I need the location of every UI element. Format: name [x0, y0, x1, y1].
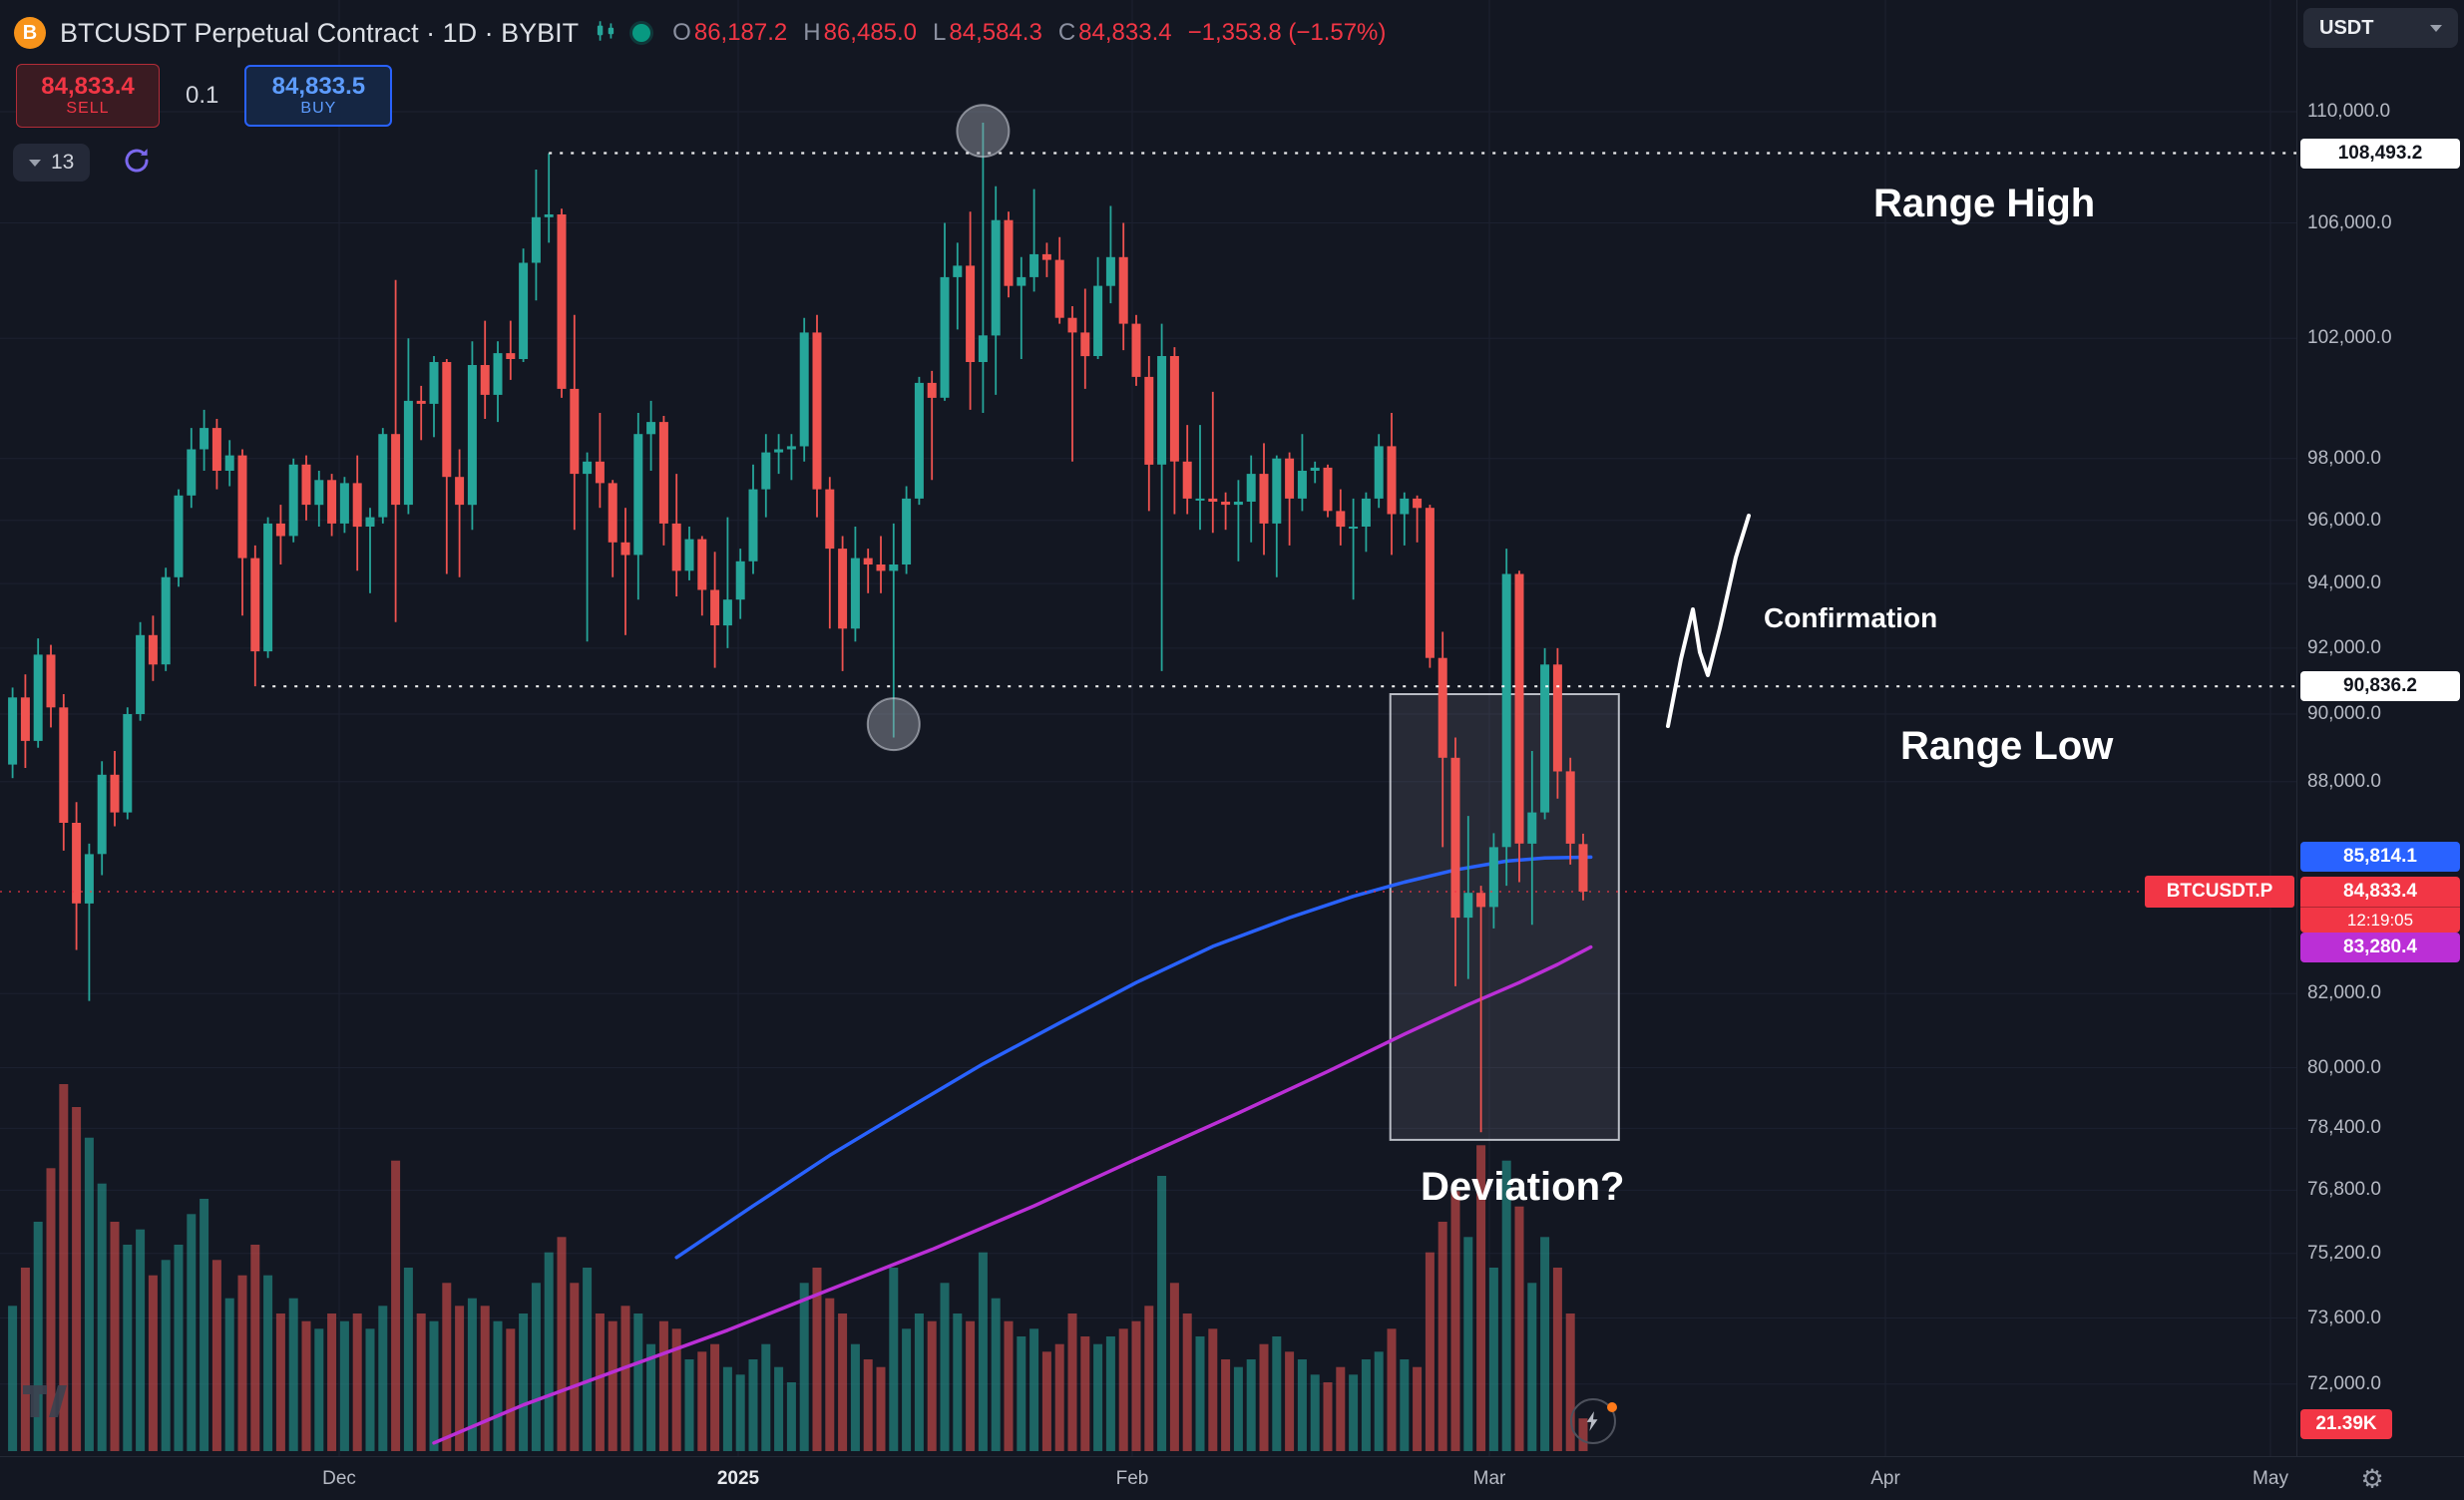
time-tick: Mar — [1472, 1467, 1506, 1489]
price-tick: 110,000.0 — [2307, 101, 2391, 122]
open-key: O — [672, 19, 691, 46]
market-status-icon — [632, 24, 651, 42]
candles-icon — [593, 18, 618, 49]
high-value: 86,485.0 — [823, 19, 918, 46]
trade-panel: 84,833.4 SELL 0.1 84,833.5 BUY — [16, 64, 393, 128]
price-tick: 98,000.0 — [2307, 447, 2381, 469]
bar-countdown-label: 12:19:05 — [2300, 907, 2460, 933]
price-axis[interactable]: USDT 110,000.0 106,000.0 102,000.0 98,000.0… — [2296, 0, 2464, 1456]
volume-value-label: 21.39K — [2300, 1409, 2392, 1439]
quick-trade-icon[interactable] — [1570, 1398, 1617, 1444]
chart-toolbar: 13 — [13, 144, 152, 182]
price-tick: 73,600.0 — [2307, 1307, 2381, 1328]
buy-button[interactable]: 84,833.5 BUY — [244, 65, 393, 127]
confirmation-annotation[interactable]: Confirmation — [1764, 602, 1938, 633]
time-tick: Apr — [1870, 1467, 1900, 1489]
change-value: −1,353.8 (−1.57%) — [1187, 19, 1387, 46]
symbol-legend: B BTCUSDT Perpetual Contract · 1D · BYBI… — [14, 10, 1386, 56]
range-low-annotation[interactable]: Range Low — [1900, 724, 2114, 768]
range-high-price-label: 108,493.2 — [2300, 138, 2460, 169]
range-high-annotation[interactable]: Range High — [1873, 182, 2096, 225]
interval-count: 13 — [51, 151, 75, 174]
open-value: 86,187.2 — [693, 19, 788, 46]
currency-dropdown[interactable]: USDT — [2303, 8, 2458, 48]
time-tick: Feb — [1115, 1467, 1149, 1489]
interval-dropdown[interactable]: 13 — [13, 144, 91, 182]
refresh-icon[interactable] — [122, 146, 152, 181]
tradingview-logo[interactable] — [22, 1384, 68, 1423]
symbol-title[interactable]: BTCUSDT Perpetual Contract · 1D · BYBIT — [60, 17, 580, 48]
deviation-annotation[interactable]: Deviation? — [1421, 1165, 1625, 1209]
range-low-price-label: 90,836.2 — [2300, 671, 2460, 702]
low-value: 84,584.3 — [949, 19, 1042, 46]
price-tick: 75,200.0 — [2307, 1242, 2381, 1264]
high-key: H — [803, 19, 821, 46]
time-axis[interactable]: Dec 2025 Feb Mar Apr May ⚙ — [0, 1456, 2464, 1500]
close-value: 84,833.4 — [1078, 19, 1172, 46]
price-tick: 96,000.0 — [2307, 509, 2381, 531]
price-tick: 102,000.0 — [2307, 327, 2392, 349]
ohlc-readout: O 86,187.2 H 86,485.0 L 84,584.3 C 84,833.4 … — [672, 19, 1386, 47]
sell-label: SELL — [66, 100, 110, 117]
last-price-symbol-tag: BTCUSDT.P — [2145, 876, 2294, 908]
close-key: C — [1057, 19, 1076, 46]
last-price-label: 84,833.4 — [2300, 877, 2460, 907]
axis-settings-gear-icon[interactable]: ⚙ — [2360, 1463, 2384, 1493]
sell-button[interactable]: 84,833.4 SELL — [16, 64, 160, 128]
chevron-down-icon — [29, 159, 41, 167]
time-tick: 2025 — [716, 1467, 760, 1489]
btc-icon: B — [14, 17, 46, 49]
buy-price: 84,833.5 — [271, 73, 366, 100]
time-tick: May — [2253, 1467, 2288, 1489]
price-tick: 76,800.0 — [2307, 1179, 2381, 1201]
notification-dot — [1607, 1402, 1617, 1412]
price-chart[interactable] — [0, 0, 2296, 1456]
sell-price: 84,833.4 — [41, 73, 135, 100]
price-tick: 94,000.0 — [2307, 572, 2381, 594]
price-tick: 80,000.0 — [2307, 1056, 2381, 1078]
price-tick: 106,000.0 — [2307, 211, 2392, 233]
chevron-down-icon — [2430, 24, 2442, 32]
price-tick: 92,000.0 — [2307, 636, 2381, 658]
time-tick: Dec — [322, 1467, 356, 1489]
price-tick: 88,000.0 — [2307, 770, 2381, 792]
ma-purple-price-label: 83,280.4 — [2300, 932, 2460, 962]
price-tick: 72,000.0 — [2307, 1372, 2381, 1394]
currency-label: USDT — [2319, 16, 2374, 39]
price-tick: 78,400.0 — [2307, 1117, 2381, 1139]
ma-blue-price-label: 85,814.1 — [2300, 842, 2460, 873]
price-tick: 82,000.0 — [2307, 982, 2381, 1004]
buy-label: BUY — [300, 100, 337, 117]
price-tick: 90,000.0 — [2307, 703, 2381, 724]
low-key: L — [933, 19, 947, 46]
quantity-field[interactable]: 0.1 — [186, 82, 219, 109]
